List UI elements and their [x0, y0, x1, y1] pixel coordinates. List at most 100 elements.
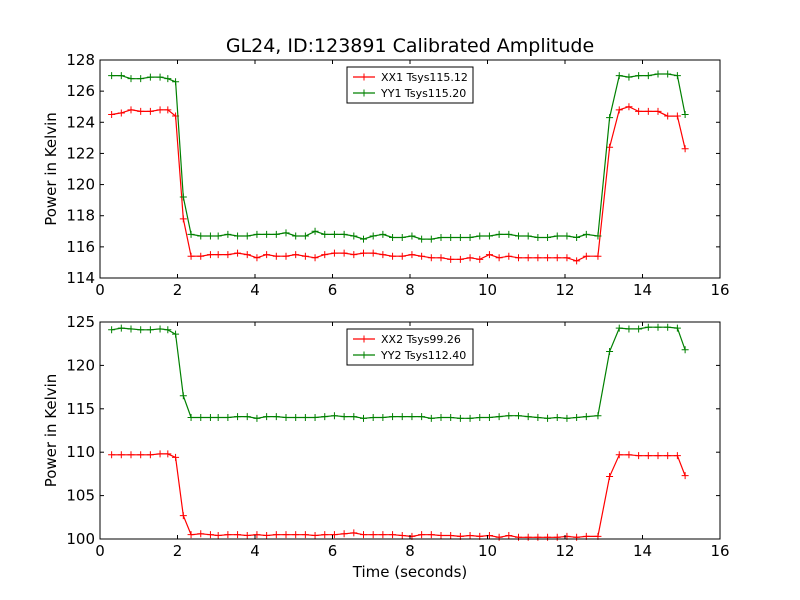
plot1-series-2-point — [534, 234, 542, 242]
plot1-series-2-point — [495, 230, 503, 238]
plot2-series-1-point — [179, 512, 187, 520]
plot2-series-2-point — [311, 413, 319, 421]
plot2-series-1-point — [606, 473, 614, 481]
plot2-series-1-point — [117, 451, 125, 459]
legend-marker — [360, 89, 368, 97]
plot2-series-2-point — [321, 413, 329, 421]
plot2-series-1-point — [292, 531, 300, 539]
plot2-series-2-point — [563, 414, 571, 422]
plot2-series-2-point — [340, 413, 348, 421]
legend-box — [346, 328, 474, 366]
plot1-series-2-point — [466, 234, 474, 242]
plot2-series-2-point — [350, 413, 358, 421]
x-tick-label: 4 — [250, 281, 260, 299]
plot2-series-2-point — [544, 414, 552, 422]
plot1-series-1-point — [253, 254, 261, 262]
plot1-series-1-point — [350, 251, 358, 259]
plot1-series-2-point — [515, 232, 522, 240]
plot1-series-1-point — [214, 251, 222, 259]
plot1-series-1-point — [447, 255, 455, 263]
plot2-series-1-point — [224, 531, 232, 539]
x-tick-label: 2 — [173, 542, 183, 560]
plot2-series-1-point — [485, 532, 493, 540]
plot2-series-2-point — [485, 413, 493, 421]
plot1-series-2-point — [544, 234, 552, 242]
plot1-series-2-point — [437, 234, 445, 242]
plot1-series-2-point — [505, 230, 513, 238]
plot1-series-2-point — [253, 230, 261, 238]
plot2-series-2-point — [495, 413, 503, 421]
plot1-series-2-point — [635, 72, 643, 80]
plot2-series-1-point — [625, 451, 633, 459]
plot1-y-axis-label: Power in Kelvin — [42, 112, 60, 226]
plot1-series-1-point — [379, 251, 387, 259]
legend-marker — [360, 335, 368, 343]
plot2-series-1-point — [466, 532, 474, 540]
plot2-series-2-point — [263, 413, 271, 421]
plot1-series-1-point — [427, 254, 435, 262]
plot2-series-1-point — [664, 452, 672, 460]
plot2-series-2-point — [206, 413, 214, 421]
plot2-series-1-point — [635, 452, 643, 460]
plot2-series-1-point — [418, 531, 426, 539]
x-tick-label: 4 — [250, 542, 260, 560]
plot1-series-1-point — [292, 251, 300, 259]
plot2-series-2-point — [389, 413, 397, 421]
legend-box — [346, 66, 474, 104]
plot2-series-1-point — [340, 530, 348, 538]
plot1-series-2-point — [292, 232, 300, 240]
legend-entry-label: XX2 Tsys99.26 — [381, 333, 461, 346]
plot2-series-2-point — [379, 413, 387, 421]
plot2-series-1-point — [398, 532, 406, 540]
plot2-series-1-point — [156, 450, 164, 458]
plot2-series-2-point — [117, 324, 125, 332]
plot2-series-2-point — [418, 413, 426, 421]
plot1-series-1-point — [164, 106, 172, 114]
plot2-series-1-point — [505, 532, 513, 540]
x-tick-label: 8 — [405, 542, 415, 560]
plot2-series-1-point — [330, 531, 338, 539]
plot2-series-1-point — [360, 531, 367, 539]
plot1-series-2-point — [263, 230, 271, 238]
plot2-series-1-point — [282, 531, 290, 539]
plot1-series-2-point — [321, 230, 329, 238]
y-tick-label: 122 — [66, 144, 95, 162]
plot2-series-2-point — [234, 413, 242, 421]
plot1-series-1-point — [311, 254, 319, 262]
y-tick-label: 116 — [66, 238, 95, 256]
y-tick-label: 115 — [66, 400, 95, 418]
plot2-series-1-point — [263, 532, 271, 540]
plot1-series-1-point — [615, 106, 623, 114]
plot1-series-1-point — [644, 107, 652, 115]
plot2-series-1-point — [206, 531, 214, 539]
plot1-series-2-point — [164, 75, 172, 83]
plot1-series-1-point — [263, 251, 271, 259]
plot2-series-1-point — [673, 452, 681, 460]
plot2-series-2-point — [553, 413, 561, 421]
plot2-series-1-point — [654, 452, 662, 460]
plot2-series-2-point — [654, 323, 662, 331]
legend-entry-label: YY1 Tsys115.20 — [380, 87, 466, 100]
plot1-series-2-point — [137, 75, 145, 83]
y-tick-label: 126 — [66, 82, 95, 100]
x-tick-label: 0 — [95, 542, 105, 560]
plot2-series-1-point — [515, 533, 522, 541]
plot1-series-2-point — [234, 232, 242, 240]
plot1-series-1-point — [625, 103, 633, 111]
plot1-series-2-point — [664, 70, 672, 78]
plot1-series-2-point — [398, 234, 406, 242]
plot1-series-2-point — [582, 230, 590, 238]
plot2-series-1-point — [172, 453, 180, 461]
plot1-series-2-point — [447, 234, 455, 242]
plot2-series-2-point — [456, 414, 464, 422]
plot2-series-2-point — [664, 323, 672, 331]
plot1-series-2-point — [197, 232, 205, 240]
plot1-series-2-point — [476, 232, 484, 240]
y-tick-label: 105 — [66, 487, 95, 505]
y-tick-label: 110 — [66, 443, 95, 461]
plot2-series-2-point — [108, 326, 116, 334]
plot1-series-1-point — [553, 254, 561, 262]
plot2-series-2-point — [243, 413, 251, 421]
plot1-series-2-point — [117, 72, 125, 80]
